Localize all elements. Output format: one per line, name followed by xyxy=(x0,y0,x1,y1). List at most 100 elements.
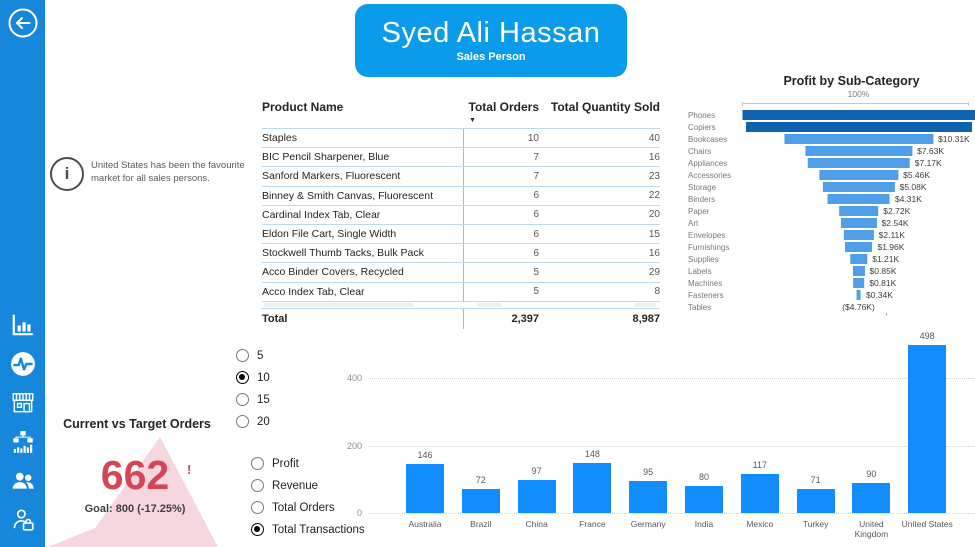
funnel-bar-area: $5.08K xyxy=(742,181,975,193)
back-button[interactable] xyxy=(7,7,39,39)
funnel-row: Appliances $7.17K xyxy=(688,157,975,169)
funnel-row: Phones xyxy=(688,109,975,121)
country-bar[interactable] xyxy=(461,489,500,513)
sort-descending-icon[interactable]: ▼ xyxy=(469,117,476,124)
funnel-bar-area: $0.85K xyxy=(742,265,975,277)
top-n-option[interactable]: 15 xyxy=(236,392,270,407)
table-row[interactable]: Acco Index Tab, Clear 5 8 xyxy=(262,282,660,302)
funnel-bar-area xyxy=(742,109,975,121)
store-icon[interactable] xyxy=(10,390,36,416)
cell-total-quantity: 15 xyxy=(648,228,660,240)
col-header-total-quantity-sold[interactable]: Total Quantity Sold xyxy=(550,100,660,114)
table-row[interactable]: Binney & Smith Canvas, Fluorescent 6 22 xyxy=(262,186,660,206)
funnel-category-label: Phones xyxy=(688,110,716,120)
funnel-row: Tables ($4.76K) xyxy=(688,301,975,313)
funnel-bar[interactable] xyxy=(804,146,913,156)
cell-total-orders: 7 xyxy=(463,148,539,167)
funnel-bar[interactable] xyxy=(844,242,873,252)
funnel-bar[interactable] xyxy=(807,158,910,168)
country-bar[interactable] xyxy=(629,481,668,513)
bar-value-label: 95 xyxy=(643,467,654,477)
funnel-bar[interactable] xyxy=(852,278,865,288)
funnel-bar[interactable] xyxy=(822,182,895,192)
table-row[interactable]: BIC Pencil Sharpener, Blue 7 16 xyxy=(262,148,660,168)
table-row[interactable]: Eldon File Cart, Single Width 6 15 xyxy=(262,224,660,245)
funnel-value-label: $0.34K xyxy=(865,290,893,300)
col-header-total-orders[interactable]: Total Orders xyxy=(468,100,539,114)
table-row[interactable]: Cardinal Index Tab, Clear 6 20 xyxy=(262,205,660,225)
funnel-end-tick xyxy=(885,313,887,316)
funnel-bar[interactable] xyxy=(852,266,865,276)
measure-option[interactable]: Total Transactions xyxy=(251,522,365,537)
radio-label: 15 xyxy=(257,393,270,406)
funnel-bar[interactable] xyxy=(849,254,868,264)
cell-product-name: Acco Index Tab, Clear xyxy=(262,285,365,298)
col-header-product-name[interactable]: Product Name xyxy=(262,100,344,114)
funnel-category-label: Labels xyxy=(688,266,712,276)
funnel-rows: Phones Copiers Bookcases $10.31K Chairs $7.63… xyxy=(688,109,975,313)
measure-option[interactable]: Total Orders xyxy=(251,500,365,515)
funnel-bar[interactable] xyxy=(783,134,934,144)
funnel-category-label: Envelopes xyxy=(688,230,726,240)
table-row-clipped xyxy=(262,302,660,308)
radio-icon xyxy=(236,393,249,406)
cell-product-name: Staples xyxy=(262,132,298,145)
top-n-option[interactable]: 10 xyxy=(236,370,270,385)
table-row[interactable]: Sanford Markers, Fluorescent 7 23 xyxy=(262,167,660,187)
funnel-row: Machines $0.81K xyxy=(688,277,975,289)
kpi-trend-shape xyxy=(48,437,218,547)
table-row[interactable]: Stockwell Thumb Tacks, Bulk Pack 6 16 xyxy=(262,244,660,264)
funnel-category-label: Supplies xyxy=(688,254,719,264)
top-n-option[interactable]: 5 xyxy=(236,348,270,363)
country-bar[interactable] xyxy=(908,345,947,513)
product-table: Product Name Total Orders Total Quantity… xyxy=(262,100,660,329)
cell-total-orders: 6 xyxy=(463,244,539,263)
country-bar[interactable] xyxy=(573,463,612,513)
bar-chart-icon[interactable] xyxy=(10,312,36,338)
country-bar[interactable] xyxy=(406,464,444,513)
funnel-category-label: Accessories xyxy=(688,170,732,180)
sales-agent-icon[interactable] xyxy=(10,507,36,533)
hierarchy-chart-icon[interactable] xyxy=(10,429,36,455)
radio-label: Total Orders xyxy=(272,501,335,514)
x-axis-category-label: Germany xyxy=(630,519,666,529)
top-n-selector: 5 10 15 20 xyxy=(236,348,270,429)
cell-product-name: Sanford Markers, Fluorescent xyxy=(262,170,401,183)
bar-value-label: 117 xyxy=(752,460,767,470)
funnel-bar[interactable] xyxy=(843,230,874,240)
x-axis-category-label: United Kingdom xyxy=(854,519,889,540)
measure-option[interactable]: Profit xyxy=(251,456,365,471)
funnel-bar[interactable] xyxy=(742,110,975,120)
bar-value-label: 97 xyxy=(531,466,542,476)
funnel-value-label: $1.96K xyxy=(877,242,905,252)
top-n-option[interactable]: 20 xyxy=(236,414,270,429)
measure-selector: Profit Revenue Total Orders Total Transacti… xyxy=(251,456,365,537)
funnel-bar[interactable] xyxy=(818,170,899,180)
country-bar[interactable] xyxy=(852,483,891,513)
funnel-bar[interactable] xyxy=(745,122,972,132)
country-bar[interactable] xyxy=(740,474,779,513)
gridline xyxy=(368,513,975,514)
funnel-bar[interactable] xyxy=(838,206,879,216)
people-icon[interactable] xyxy=(10,468,36,494)
funnel-bar[interactable] xyxy=(840,218,877,228)
kpi-title: Current vs Target Orders xyxy=(63,417,211,431)
funnel-row: Labels $0.85K xyxy=(688,265,975,277)
sidebar xyxy=(0,0,45,547)
table-row[interactable]: Staples 10 40 xyxy=(262,129,660,149)
funnel-row: Fasteners $0.34K xyxy=(688,289,975,301)
country-bar[interactable] xyxy=(517,480,556,513)
country-bar[interactable] xyxy=(796,489,835,513)
country-bar[interactable] xyxy=(685,486,723,513)
table-row[interactable]: Acco Binder Covers, Recycled 5 29 xyxy=(262,263,660,283)
funnel-bar[interactable] xyxy=(827,194,890,204)
cell-product-name: Acco Binder Covers, Recycled xyxy=(262,266,404,279)
funnel-bar-area: ($4.76K) xyxy=(742,301,975,313)
funnel-row: Storage $5.08K xyxy=(688,181,975,193)
bar-value-label: 146 xyxy=(417,450,433,460)
measure-option[interactable]: Revenue xyxy=(251,478,365,493)
funnel-bar-area: $1.21K xyxy=(742,253,975,265)
funnel-bar[interactable] xyxy=(856,290,861,300)
activity-icon[interactable] xyxy=(10,351,36,377)
radio-label: 5 xyxy=(257,349,264,362)
